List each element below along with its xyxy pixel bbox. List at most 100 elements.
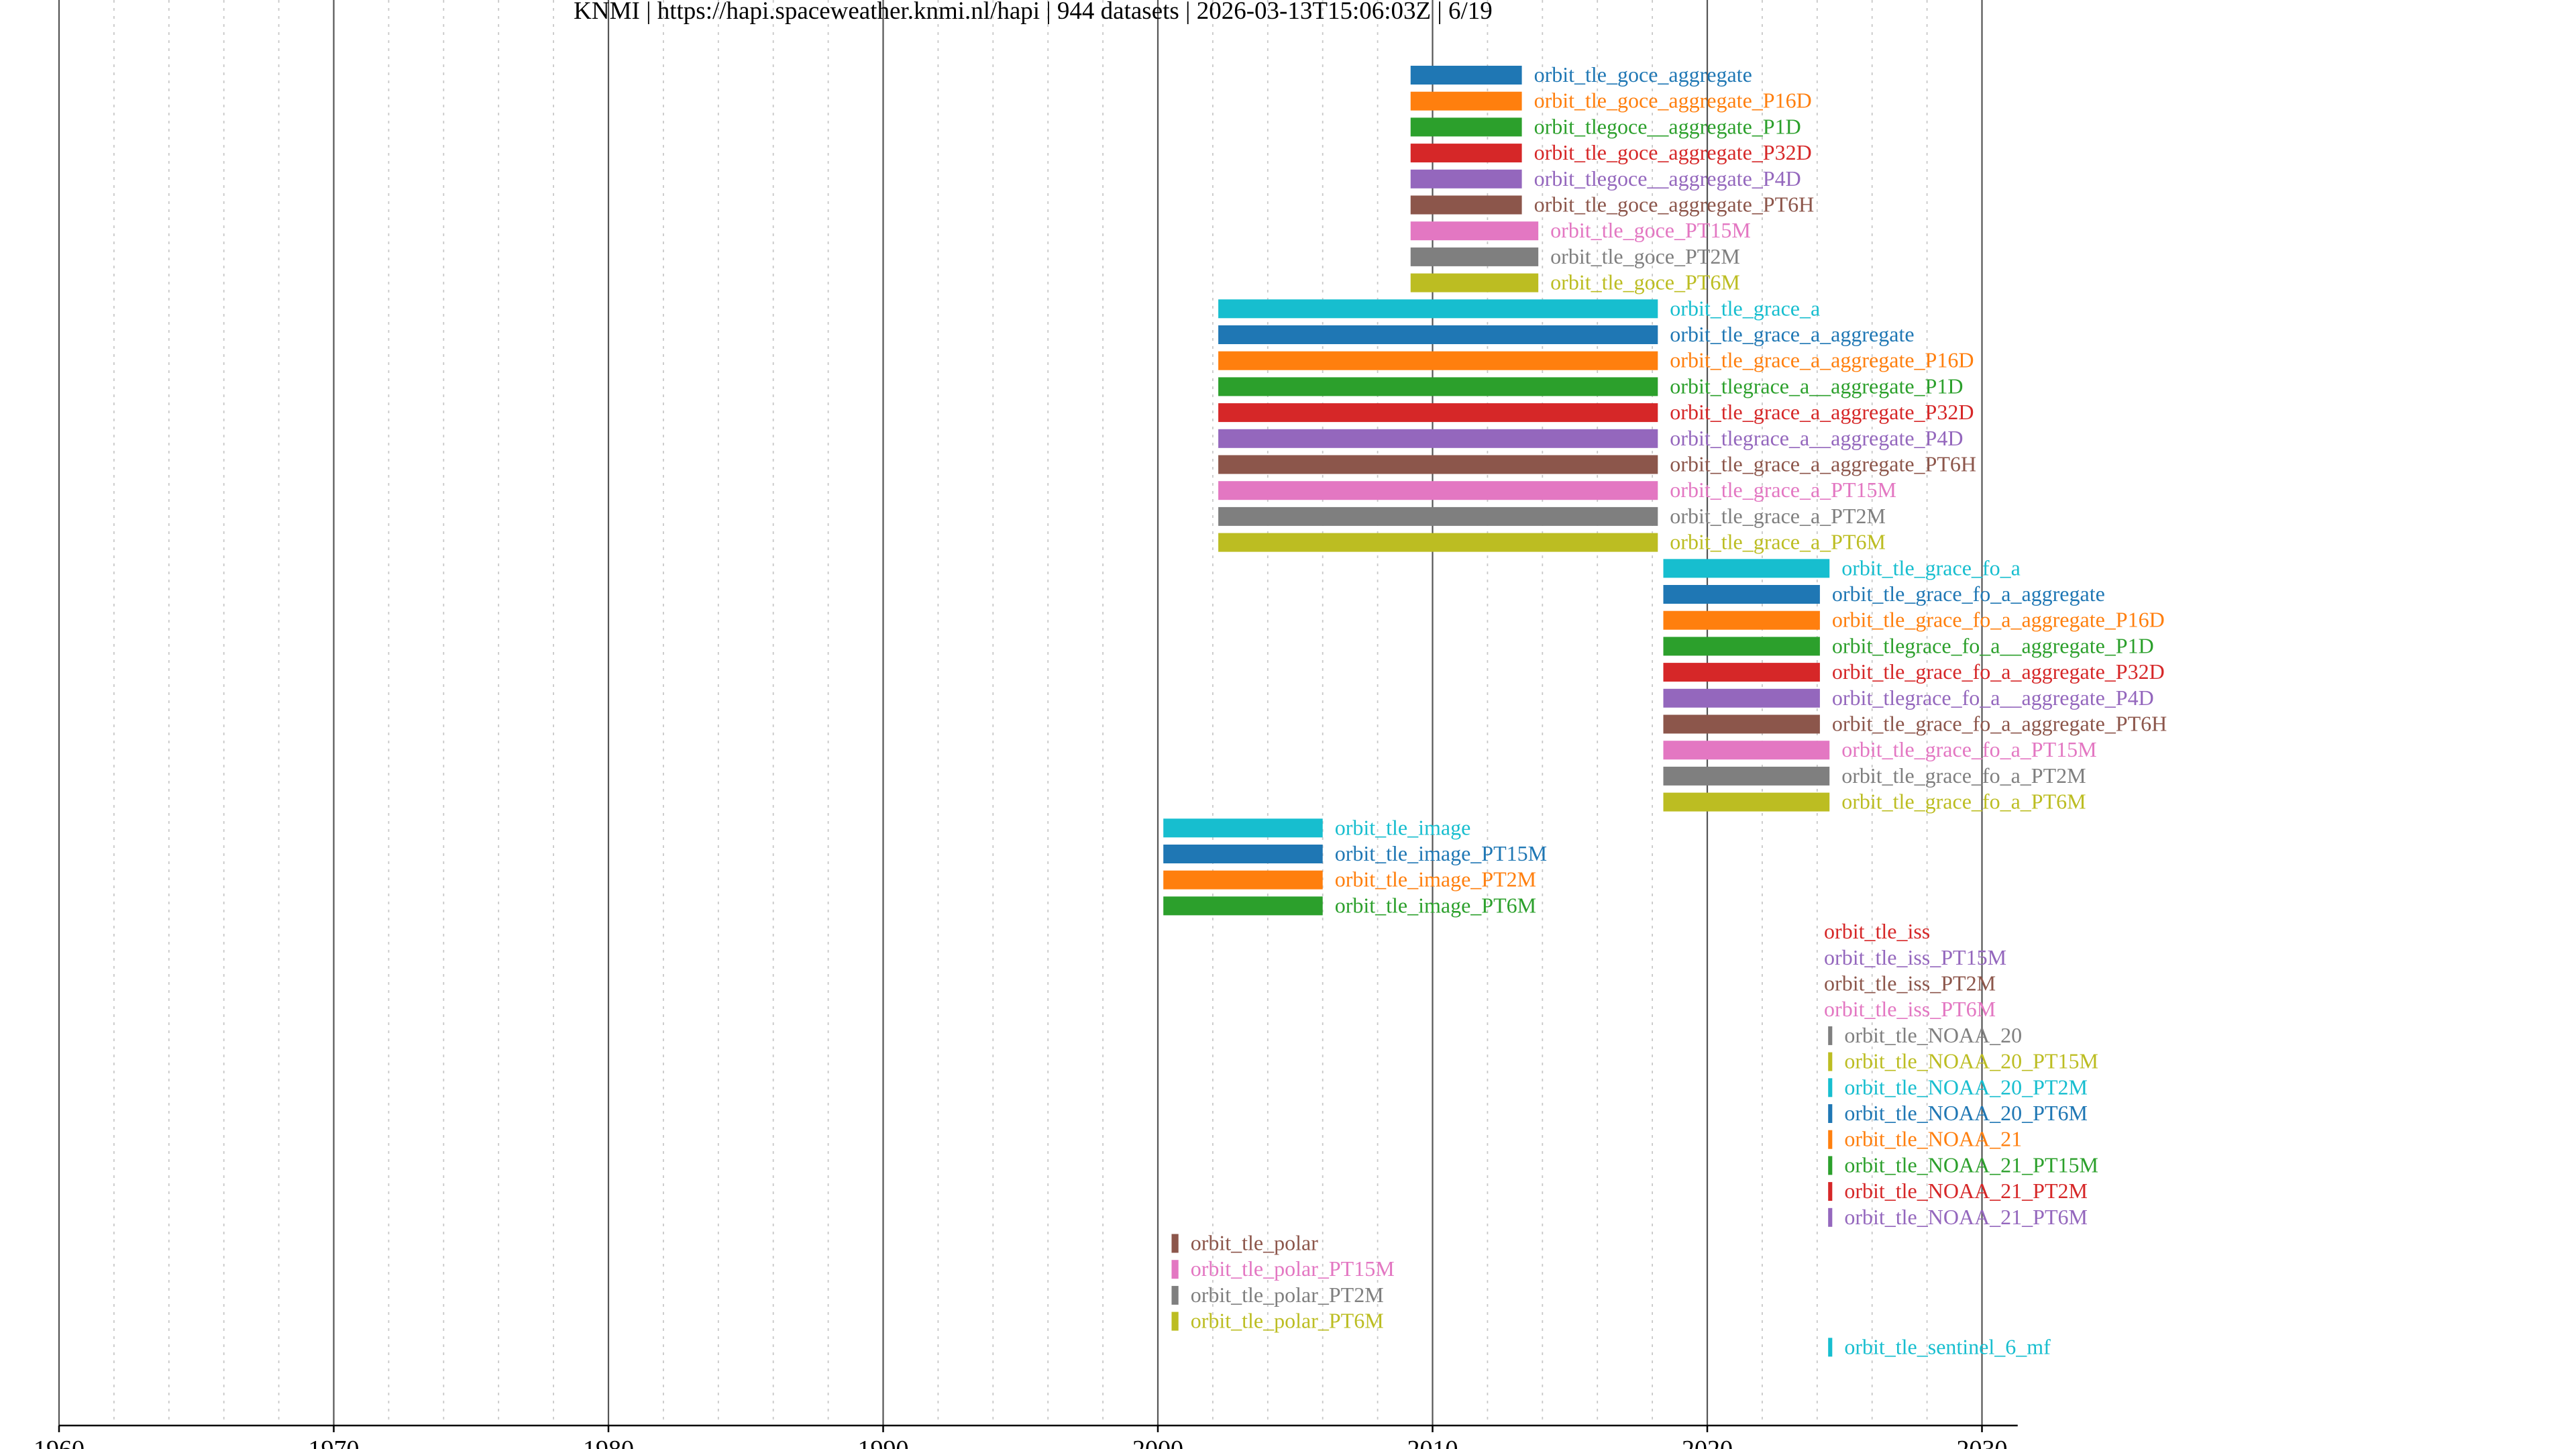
dataset-bar <box>1828 1104 1833 1123</box>
dataset-label: orbit_tle_goce_aggregate_P32D <box>1534 140 1812 164</box>
dataset-label: orbit_tle_NOAA_21 <box>1844 1127 2022 1151</box>
dataset-label: orbit_tle_grace_a_aggregate <box>1670 322 1914 346</box>
dataset-label: orbit_tle_goce_aggregate_PT6H <box>1534 193 1815 217</box>
dataset-label: orbit_tle_grace_a_PT6M <box>1670 530 1886 554</box>
dataset-label: orbit_tle_NOAA_20_PT15M <box>1844 1049 2098 1073</box>
x-tick-label: 1960 <box>34 1436 85 1449</box>
dataset-bar <box>1163 896 1323 916</box>
dataset-label: orbit_tle_goce_PT15M <box>1550 218 1751 242</box>
dataset-bar <box>1828 1078 1833 1097</box>
dataset-bar <box>1663 741 1830 760</box>
dataset-label: orbit_tlegrace_fo_a__aggregate_P4D <box>1832 686 2154 710</box>
dataset-bar <box>1828 1208 1833 1227</box>
chart-title: KNMI | https://hapi.spaceweather.knmi.nl… <box>574 0 1493 25</box>
dataset-label: orbit_tle_grace_fo_a_PT6M <box>1841 790 2086 814</box>
x-tick-label: 2020 <box>1682 1436 1733 1449</box>
x-tick-label: 2030 <box>1957 1436 2008 1449</box>
dataset-bar <box>1410 117 1522 137</box>
dataset-bar <box>1171 1285 1179 1305</box>
dataset-bar <box>1218 299 1658 319</box>
dataset-bar <box>1218 429 1658 448</box>
dataset-label: orbit_tle_image <box>1335 815 1471 839</box>
dataset-bar <box>1218 481 1658 500</box>
dataset-label: orbit_tle_grace_a_aggregate_P16D <box>1670 348 1974 372</box>
dataset-bar <box>1218 403 1658 423</box>
dataset-bar <box>1410 144 1522 163</box>
dataset-label: orbit_tle_grace_fo_a_aggregate_P32D <box>1832 659 2165 684</box>
dataset-bars <box>1163 66 1833 1357</box>
dataset-label: orbit_tlegrace_fo_a__aggregate_P1D <box>1832 633 2154 657</box>
dataset-label: orbit_tle_NOAA_20_PT2M <box>1844 1075 2088 1099</box>
x-tick-label: 1980 <box>583 1436 634 1449</box>
dataset-bar <box>1218 325 1658 344</box>
dataset-label: orbit_tle_grace_a <box>1670 296 1820 320</box>
dataset-bar <box>1663 688 1820 708</box>
dataset-bar <box>1828 1156 1833 1175</box>
dataset-label: orbit_tle_grace_fo_a_aggregate_PT6H <box>1832 712 2167 736</box>
dataset-labels: orbit_tle_goce_aggregateorbit_tle_goce_a… <box>1191 62 2167 1358</box>
dataset-bar <box>1163 845 1323 863</box>
dataset-bar <box>1171 1260 1179 1279</box>
dataset-label: orbit_tle_iss_PT2M <box>1824 971 1996 996</box>
dataset-bar <box>1663 766 1830 786</box>
dataset-bar <box>1663 585 1820 604</box>
dataset-bar <box>1163 818 1323 838</box>
dataset-bar <box>1218 377 1658 396</box>
dataset-label: orbit_tle_grace_fo_a_PT15M <box>1841 737 2096 761</box>
dataset-bar <box>1410 195 1522 215</box>
x-tick-label: 2000 <box>1132 1436 1183 1449</box>
dataset-bar <box>1171 1234 1179 1253</box>
dataset-bar <box>1663 663 1820 682</box>
dataset-label: orbit_tle_polar_PT15M <box>1191 1256 1395 1281</box>
dataset-label: orbit_tle_polar_PT2M <box>1191 1283 1384 1307</box>
dataset-bar <box>1171 1311 1179 1331</box>
dataset-bar <box>1663 714 1820 734</box>
dataset-bar <box>1663 559 1830 578</box>
dataset-label: orbit_tle_NOAA_21_PT15M <box>1844 1152 2098 1177</box>
dataset-label: orbit_tle_grace_a_PT2M <box>1670 504 1886 528</box>
dataset-label: orbit_tle_goce_PT2M <box>1550 244 1740 268</box>
dataset-bar <box>1828 1338 1833 1357</box>
dataset-label: orbit_tle_image_PT15M <box>1335 841 1547 865</box>
dataset-bar <box>1410 273 1539 292</box>
dataset-label: orbit_tle_NOAA_21_PT2M <box>1844 1179 2088 1203</box>
x-axis: 1960 1970 1980 1990 2000 2010 2020 2030 <box>34 1424 2018 1449</box>
dataset-bar <box>1663 637 1820 656</box>
dataset-label: orbit_tle_sentinel_6_mf <box>1844 1334 2051 1358</box>
dataset-label: orbit_tle_iss_PT6M <box>1824 997 1996 1021</box>
dataset-label: orbit_tle_NOAA_21_PT6M <box>1844 1205 2088 1229</box>
grid-lines <box>58 0 1983 1426</box>
dataset-label: orbit_tle_grace_a_aggregate_P32D <box>1670 400 1974 424</box>
dataset-label: orbit_tle_goce_PT6M <box>1550 270 1740 294</box>
dataset-label: orbit_tle_iss_PT15M <box>1824 945 2006 969</box>
dataset-bar <box>1663 792 1830 812</box>
x-tick-label: 1970 <box>309 1436 360 1449</box>
dataset-bar <box>1410 221 1539 241</box>
dataset-bar <box>1218 455 1658 474</box>
dataset-label: orbit_tlegrace_a__aggregate_P1D <box>1670 374 1963 398</box>
dataset-label: orbit_tle_grace_a_PT15M <box>1670 478 1896 502</box>
dataset-label: orbit_tle_NOAA_20_PT6M <box>1844 1101 2088 1125</box>
dataset-bar <box>1410 66 1522 85</box>
dataset-label: orbit_tle_grace_a_aggregate_PT6H <box>1670 452 1976 476</box>
dataset-label: orbit_tlegoce__aggregate_P4D <box>1534 166 1801 191</box>
dataset-label: orbit_tle_polar <box>1191 1231 1319 1255</box>
dataset-bar <box>1410 247 1539 266</box>
dataset-label: orbit_tle_image_PT2M <box>1335 867 1536 892</box>
dataset-bar <box>1410 169 1522 189</box>
dataset-label: orbit_tle_NOAA_20 <box>1844 1023 2022 1047</box>
dataset-label: orbit_tle_iss <box>1824 919 1930 943</box>
dataset-label: orbit_tle_grace_fo_a_aggregate <box>1832 582 2105 606</box>
dataset-label: orbit_tle_goce_aggregate_P16D <box>1534 89 1812 113</box>
dataset-bar <box>1218 506 1658 526</box>
dataset-bar <box>1828 1130 1833 1149</box>
dataset-label: orbit_tle_goce_aggregate <box>1534 62 1752 87</box>
x-tick-label: 1990 <box>858 1436 909 1449</box>
dataset-label: orbit_tle_image_PT6M <box>1335 893 1536 917</box>
dataset-bar <box>1828 1052 1833 1071</box>
dataset-bar <box>1828 1182 1833 1201</box>
dataset-label: orbit_tle_grace_fo_a_PT2M <box>1841 763 2086 788</box>
dataset-bar <box>1410 91 1522 111</box>
dataset-bar <box>1163 870 1323 890</box>
